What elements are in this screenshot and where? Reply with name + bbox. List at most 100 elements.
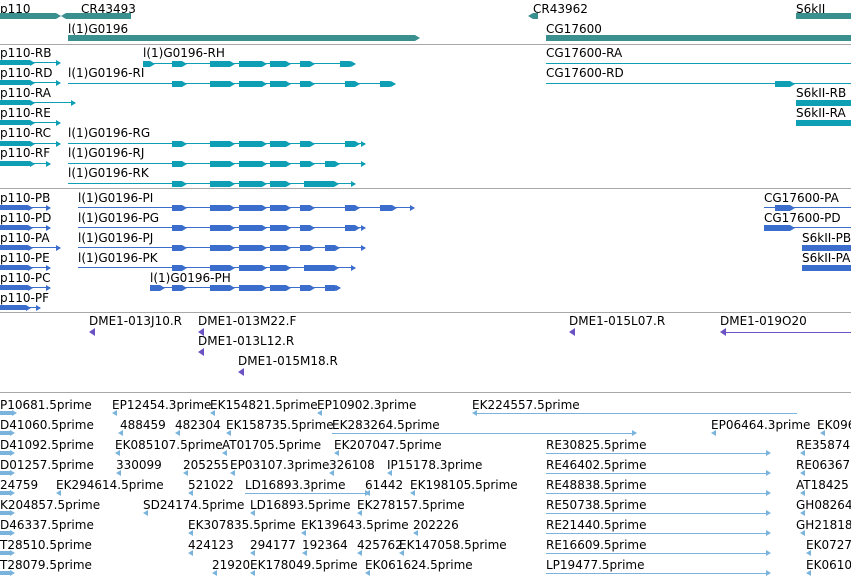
est-label[interactable]: EP06464.3prime: [711, 418, 811, 432]
transcript-exon[interactable]: [172, 140, 182, 147]
est-label[interactable]: EK294614.5prime: [56, 478, 164, 492]
transcript-label[interactable]: CG17600-RA: [546, 46, 623, 60]
transcript-exon[interactable]: [0, 205, 28, 210]
transcript-label[interactable]: p110-RA: [0, 86, 51, 100]
transcript-exon[interactable]: [0, 265, 28, 270]
est-label[interactable]: EK158735.5prime: [226, 418, 334, 432]
transcript-exon[interactable]: [239, 160, 262, 167]
transcript-exon[interactable]: [0, 80, 30, 85]
transcript-intron-line[interactable]: [546, 83, 851, 84]
gene-bar[interactable]: [0, 13, 56, 19]
transcript-exon[interactable]: [210, 140, 230, 147]
transcript-exon[interactable]: [210, 80, 230, 87]
est-label[interactable]: 294177: [250, 538, 296, 552]
transcript-exon[interactable]: [775, 204, 790, 211]
gene-label[interactable]: p110: [0, 2, 31, 16]
est-label[interactable]: RE21440.5prime: [546, 518, 647, 532]
est-label[interactable]: D01257.5prime: [0, 458, 94, 472]
est-label[interactable]: T28079.5prime: [0, 558, 92, 572]
transcript-label[interactable]: CG17600-RD: [546, 66, 624, 80]
est-label[interactable]: D46337.5prime: [0, 518, 94, 532]
est-line[interactable]: [546, 453, 766, 454]
est-label[interactable]: LP19477.5prime: [546, 558, 645, 572]
est-label[interactable]: 482304: [175, 418, 221, 432]
transcript-label[interactable]: S6kII-RB: [796, 86, 847, 100]
transcript-intron-line[interactable]: [764, 207, 851, 208]
transcript-intron-line[interactable]: [764, 227, 851, 228]
est-label[interactable]: 61442: [365, 478, 404, 492]
transcript-exon[interactable]: [0, 245, 28, 250]
insertion-label[interactable]: DME1-015M18.R: [238, 354, 338, 368]
est-label[interactable]: D41092.5prime: [0, 438, 94, 452]
transcript-exon[interactable]: [345, 204, 355, 211]
transcript-exon[interactable]: [270, 140, 286, 147]
transcript-exon[interactable]: [345, 140, 355, 147]
est-label[interactable]: K204857.5prime: [0, 498, 101, 512]
transcript-label[interactable]: S6kII-PB: [802, 231, 851, 245]
est-label[interactable]: 425762: [357, 538, 403, 552]
gene-label[interactable]: CR43493: [81, 2, 136, 16]
est-label[interactable]: 192364: [302, 538, 348, 552]
transcript-exon[interactable]: [0, 141, 30, 146]
est-label[interactable]: 330099: [116, 458, 162, 472]
est-label[interactable]: RE16609.5prime: [546, 538, 647, 552]
est-label[interactable]: EK139643.5prime: [301, 518, 409, 532]
transcript-exon[interactable]: [172, 264, 182, 271]
est-block[interactable]: [0, 431, 10, 435]
est-label[interactable]: SD24174.5prime: [143, 498, 245, 512]
transcript-exon[interactable]: [210, 180, 230, 187]
transcript-label[interactable]: CG17600-PA: [764, 191, 839, 205]
est-label[interactable]: 488459: [120, 418, 166, 432]
est-label[interactable]: 202226: [413, 518, 459, 532]
transcript-exon[interactable]: [0, 100, 30, 105]
transcript-exon[interactable]: [210, 204, 230, 211]
transcript-exon[interactable]: [270, 244, 286, 251]
est-label[interactable]: EK283264.5prime: [332, 418, 440, 432]
est-label[interactable]: RE06367: [796, 458, 851, 472]
transcript-exon[interactable]: [300, 140, 310, 147]
est-line[interactable]: [546, 493, 766, 494]
est-label[interactable]: 205255: [183, 458, 229, 472]
transcript-label[interactable]: p110-PA: [0, 231, 50, 245]
transcript-exon[interactable]: [304, 264, 334, 271]
est-label[interactable]: T28510.5prime: [0, 538, 92, 552]
est-label[interactable]: AT18425: [796, 478, 849, 492]
transcript-label[interactable]: p110-PB: [0, 191, 51, 205]
est-line[interactable]: [245, 493, 365, 494]
transcript-label[interactable]: S6kII-RA: [796, 106, 846, 120]
transcript-label[interactable]: l(1)G0196-PK: [78, 251, 158, 265]
transcript-exon[interactable]: [0, 161, 30, 166]
gene-bar[interactable]: [796, 13, 851, 19]
transcript-label[interactable]: p110-RB: [0, 46, 52, 60]
transcript-exon[interactable]: [210, 284, 230, 291]
transcript-exon[interactable]: [270, 264, 286, 271]
transcript-label[interactable]: p110-RE: [0, 106, 51, 120]
est-line[interactable]: [546, 573, 766, 574]
transcript-exon[interactable]: [300, 204, 310, 211]
est-label[interactable]: EK154821.5prime: [210, 398, 318, 412]
transcript-exon[interactable]: [172, 80, 182, 87]
est-label[interactable]: EK0727: [806, 538, 851, 552]
transcript-label[interactable]: l(1)G0196-PI: [78, 191, 154, 205]
est-label[interactable]: GH08264: [796, 498, 851, 512]
transcript-exon[interactable]: [325, 244, 335, 251]
transcript-label[interactable]: l(1)G0196-RJ: [68, 146, 145, 160]
transcript-exon[interactable]: [239, 284, 262, 291]
transcript-exon[interactable]: [270, 284, 286, 291]
transcript-exon[interactable]: [0, 305, 26, 310]
transcript-exon[interactable]: [172, 244, 182, 251]
est-line[interactable]: [477, 413, 797, 414]
est-label[interactable]: EK278157.5prime: [357, 498, 465, 512]
gene-label[interactable]: S6kII: [796, 2, 826, 16]
transcript-exon[interactable]: [345, 224, 355, 231]
insertion-label[interactable]: DME1-015L07.R: [569, 314, 666, 328]
transcript-exon[interactable]: [270, 180, 286, 187]
transcript-label[interactable]: p110-RC: [0, 126, 51, 140]
est-label[interactable]: 521022: [188, 478, 234, 492]
est-label[interactable]: D41060.5prime: [0, 418, 94, 432]
transcript-exon[interactable]: [270, 160, 286, 167]
transcript-label[interactable]: CG17600-PD: [764, 211, 841, 225]
est-line[interactable]: [332, 433, 632, 434]
est-label[interactable]: EK0610: [806, 558, 851, 572]
transcript-exon[interactable]: [304, 180, 334, 187]
